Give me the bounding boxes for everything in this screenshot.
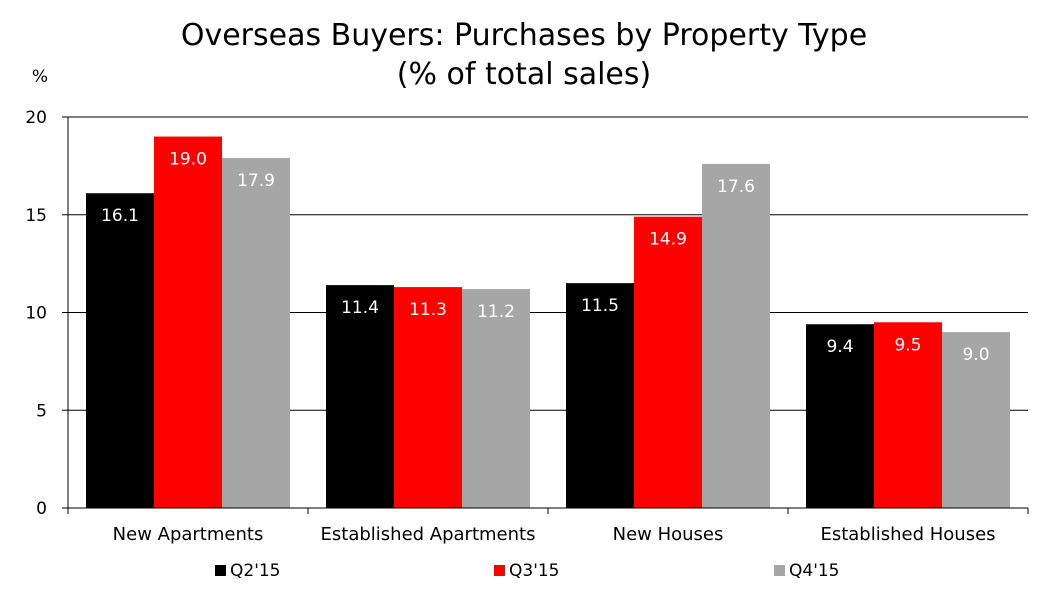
bar	[942, 332, 1010, 508]
bar-value-label: 9.5	[894, 335, 921, 355]
bar-value-label: 11.5	[581, 296, 619, 316]
bar-value-label: 17.6	[717, 177, 755, 197]
bar	[702, 163, 770, 509]
x-category-label: Established Apartments	[321, 524, 536, 545]
bar-value-label: 9.0	[962, 345, 989, 365]
legend-swatch	[215, 565, 226, 576]
bar	[634, 216, 702, 508]
bar	[154, 136, 222, 509]
bar	[222, 158, 290, 508]
bar-value-label: 11.4	[341, 298, 379, 318]
chart-subtitle: (% of total sales)	[397, 57, 651, 92]
legend: Q2'15 Q3'15 Q4'15	[215, 561, 840, 581]
bar-value-label: 19.0	[169, 150, 207, 170]
y-tick-label: 20	[25, 108, 47, 128]
bar-value-label: 14.9	[649, 230, 687, 250]
bar-value-label: 11.3	[409, 300, 447, 320]
bar	[462, 289, 530, 508]
legend-label: Q3'15	[509, 561, 560, 581]
legend-swatch	[774, 565, 785, 576]
bar-value-label: 17.9	[237, 171, 275, 191]
bar	[86, 193, 154, 508]
bar	[874, 322, 942, 508]
bar	[326, 285, 394, 508]
legend-swatch	[494, 565, 505, 576]
y-tick-label: 10	[25, 304, 47, 324]
bar	[806, 324, 874, 508]
x-category-label: New Apartments	[113, 524, 264, 545]
x-category-label: Established Houses	[820, 524, 995, 545]
bar	[394, 287, 462, 508]
y-tick-label: 15	[25, 206, 47, 226]
y-axis-unit-label: %	[32, 67, 48, 87]
x-category-label: New Houses	[613, 524, 724, 545]
bar-value-label: 11.2	[477, 302, 515, 322]
chart-title: Overseas Buyers: Purchases by Property T…	[181, 18, 867, 53]
bar	[566, 283, 634, 508]
y-tick-label: 0	[36, 499, 47, 519]
legend-label: Q4'15	[789, 561, 840, 581]
axes: 0 5 10 15 20 New Apartments Established Apartm…	[25, 108, 1029, 545]
bar-value-label: 9.4	[826, 337, 853, 357]
bar-value-label: 16.1	[101, 206, 139, 226]
y-tick-label: 5	[36, 401, 47, 421]
bars: 16.1 19.0 17.9 11.4 11.3 11.2 11.5 14.9 17.6 9.4 9…	[86, 136, 1010, 509]
legend-label: Q2'15	[230, 561, 281, 581]
